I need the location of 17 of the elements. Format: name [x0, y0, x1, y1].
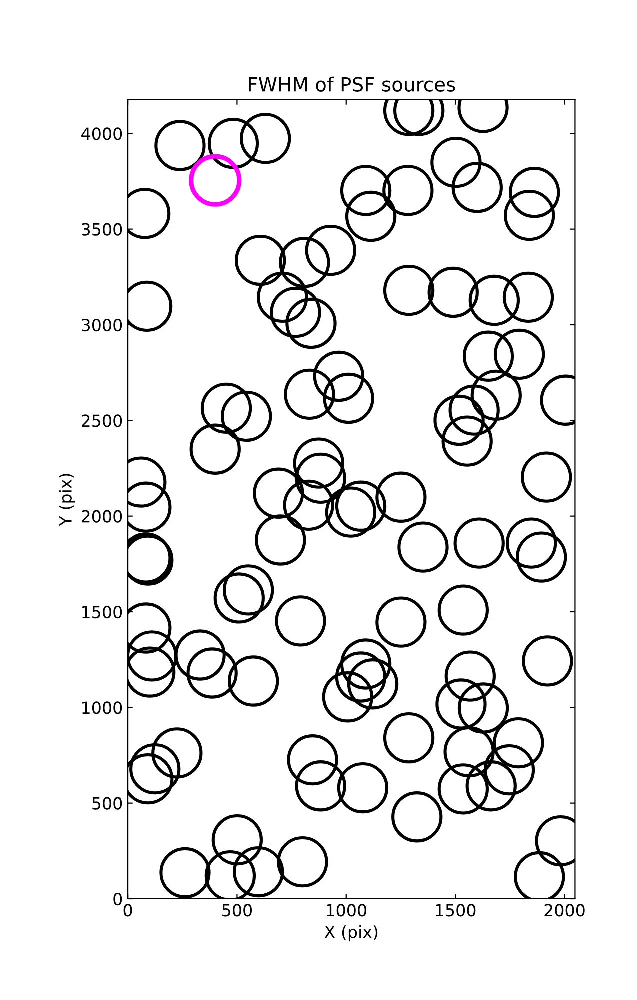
- x-tick-label: 1500: [436, 904, 476, 917]
- y-tick-label: 500: [92, 797, 122, 810]
- y-tick-label: 1000: [82, 702, 122, 714]
- chart-title: FWHM of PSF sources: [249, 76, 456, 92]
- x-tick-label: 500: [222, 904, 252, 917]
- y-tick-label: 1500: [82, 606, 122, 619]
- y-tick-label: 2000: [82, 510, 122, 523]
- y-tick-label: 0: [114, 892, 122, 906]
- y-tick-label: 2500: [82, 414, 122, 428]
- x-axis-title: X (pix): [324, 926, 378, 942]
- y-tick-label: 3500: [82, 223, 122, 236]
- y-tick-label: 4000: [82, 128, 122, 140]
- x-tick-label: 0: [124, 904, 132, 917]
- y-tick-label: 3000: [82, 318, 122, 332]
- x-tick-label: 1000: [327, 904, 366, 917]
- x-tick-label: 2000: [544, 904, 585, 917]
- y-axis-title: Y (pix): [59, 474, 76, 526]
